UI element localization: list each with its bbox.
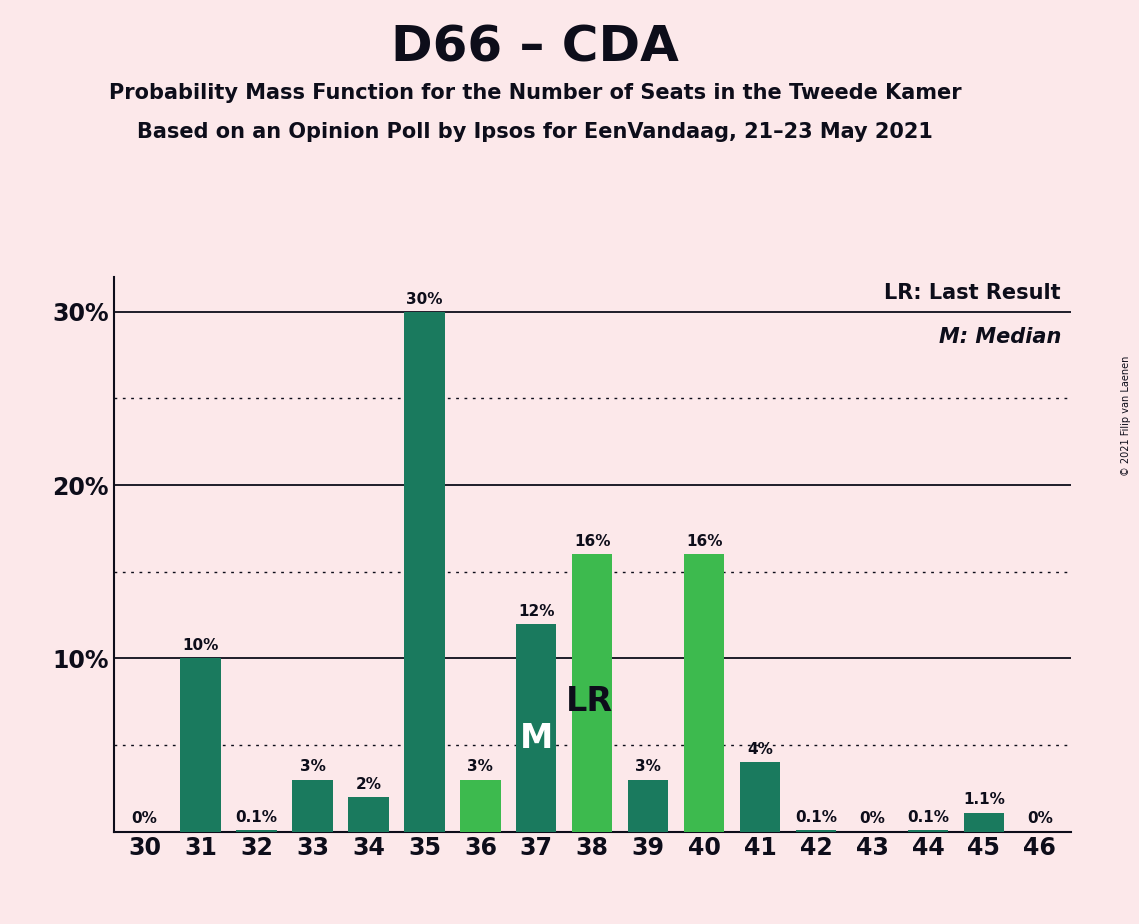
Bar bbox=[572, 554, 613, 832]
Bar bbox=[685, 554, 724, 832]
Text: Based on an Opinion Poll by Ipsos for EenVandaag, 21–23 May 2021: Based on an Opinion Poll by Ipsos for Ee… bbox=[138, 122, 933, 142]
Bar bbox=[964, 812, 1005, 832]
Text: LR: Last Result: LR: Last Result bbox=[885, 283, 1062, 303]
Text: 16%: 16% bbox=[686, 534, 722, 549]
Text: 2%: 2% bbox=[355, 777, 382, 792]
Text: 0%: 0% bbox=[859, 811, 885, 826]
Bar bbox=[349, 796, 388, 832]
Text: 0.1%: 0.1% bbox=[907, 809, 949, 824]
Text: 0%: 0% bbox=[1027, 811, 1052, 826]
Bar bbox=[628, 780, 669, 832]
Text: 0.1%: 0.1% bbox=[795, 809, 837, 824]
Text: © 2021 Filip van Laenen: © 2021 Filip van Laenen bbox=[1121, 356, 1131, 476]
Bar bbox=[293, 780, 333, 832]
Text: 1.1%: 1.1% bbox=[962, 793, 1005, 808]
Text: M: Median: M: Median bbox=[939, 327, 1062, 347]
Bar bbox=[908, 830, 948, 832]
Text: M: M bbox=[519, 722, 552, 755]
Text: 16%: 16% bbox=[574, 534, 611, 549]
Text: 30%: 30% bbox=[407, 292, 443, 307]
Bar bbox=[180, 658, 221, 832]
Text: 4%: 4% bbox=[747, 742, 773, 757]
Bar bbox=[740, 762, 780, 832]
Text: 0.1%: 0.1% bbox=[236, 809, 278, 824]
Text: 3%: 3% bbox=[636, 760, 661, 774]
Text: 10%: 10% bbox=[182, 638, 219, 653]
Text: D66 – CDA: D66 – CDA bbox=[392, 23, 679, 71]
Bar bbox=[796, 830, 836, 832]
Text: 3%: 3% bbox=[467, 760, 493, 774]
Bar bbox=[237, 830, 277, 832]
Bar bbox=[404, 312, 444, 832]
Text: 0%: 0% bbox=[132, 811, 157, 826]
Bar bbox=[516, 624, 557, 832]
Text: Probability Mass Function for the Number of Seats in the Tweede Kamer: Probability Mass Function for the Number… bbox=[109, 83, 961, 103]
Text: LR: LR bbox=[566, 686, 613, 718]
Text: 12%: 12% bbox=[518, 603, 555, 618]
Bar bbox=[460, 780, 500, 832]
Text: 3%: 3% bbox=[300, 760, 326, 774]
